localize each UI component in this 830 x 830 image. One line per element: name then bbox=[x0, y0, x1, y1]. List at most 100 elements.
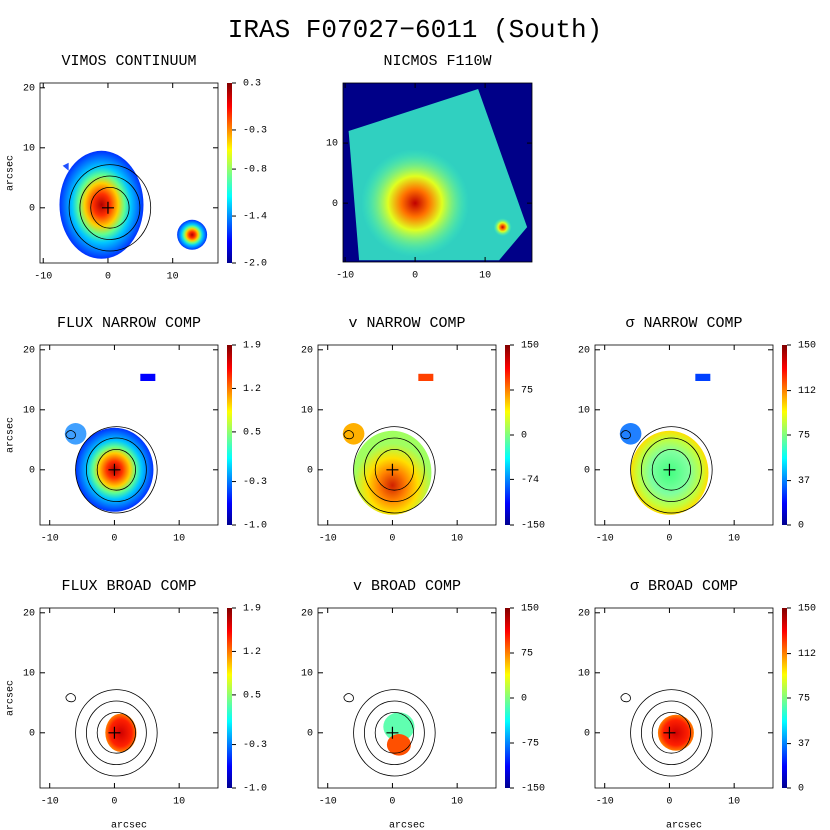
nucleus-cross bbox=[663, 463, 676, 476]
colorbar-tick-label: 75 bbox=[521, 649, 533, 660]
contour bbox=[651, 711, 691, 754]
frame bbox=[39, 82, 219, 264]
x-tick-label: 10 bbox=[728, 797, 740, 808]
contour bbox=[651, 448, 691, 491]
x-tick-label: 0 bbox=[105, 272, 111, 283]
y-tick-label: 10 bbox=[301, 668, 313, 679]
y-tick-label: 0 bbox=[584, 465, 590, 476]
colorbar bbox=[227, 608, 232, 788]
contour bbox=[343, 430, 354, 440]
frame bbox=[342, 82, 533, 263]
frame bbox=[317, 344, 497, 526]
y-axis-label: arcsec bbox=[6, 680, 17, 716]
figure-title: IRAS F07027−6011 (South) bbox=[228, 15, 602, 45]
x-tick-label: 0 bbox=[389, 534, 395, 545]
colorbar-tick-label: 0 bbox=[521, 694, 527, 705]
y-tick-label: 20 bbox=[23, 608, 35, 619]
panel: VIMOS CONTINUUM -10 0 10 0 10 20 arcsec 0.3 -0.3 -… bbox=[6, 53, 267, 283]
x-tick-label: -10 bbox=[319, 797, 337, 808]
colorbar-tick-label: -150 bbox=[521, 521, 545, 532]
y-tick-label: 0 bbox=[307, 728, 313, 739]
x-tick-label: -10 bbox=[41, 797, 59, 808]
contour bbox=[640, 437, 702, 502]
colorbar-tick-label: 37 bbox=[798, 476, 810, 487]
y-tick-label: 10 bbox=[578, 405, 590, 416]
contour bbox=[343, 693, 354, 703]
colorbar-tick-label: 112 bbox=[798, 649, 816, 660]
contour bbox=[65, 430, 76, 440]
frame bbox=[317, 607, 497, 789]
colorbar-tick-label: 112 bbox=[798, 386, 816, 397]
nucleus-cross bbox=[108, 463, 121, 476]
map bbox=[65, 689, 158, 777]
map-image bbox=[140, 373, 156, 381]
x-tick-label: 10 bbox=[167, 272, 179, 283]
y-tick-label: 0 bbox=[29, 465, 35, 476]
panel-title: v BROAD COMP bbox=[353, 578, 461, 595]
contour bbox=[353, 426, 436, 514]
contour bbox=[75, 689, 158, 777]
contour bbox=[630, 689, 713, 777]
colorbar-tick-label: 0 bbox=[798, 784, 804, 795]
colorbar-tick-label: -74 bbox=[521, 475, 539, 486]
x-tick-label: 0 bbox=[389, 797, 395, 808]
contour bbox=[68, 164, 152, 252]
contour bbox=[79, 175, 141, 240]
y-tick-label: 20 bbox=[23, 83, 35, 94]
panel: NICMOS F110W -10 0 10 0 10 bbox=[326, 53, 533, 282]
colorbar-tick-label: 150 bbox=[521, 604, 539, 615]
map bbox=[64, 373, 158, 514]
frame bbox=[39, 344, 219, 526]
contour bbox=[85, 437, 147, 502]
panel: σ NARROW COMP -10 0 10 0 10 20 150 112 75 37 0 bbox=[578, 315, 816, 545]
contour bbox=[374, 448, 414, 491]
colorbar-tick-label: 75 bbox=[798, 694, 810, 705]
map-image bbox=[418, 373, 434, 381]
x-tick-label: 10 bbox=[728, 534, 740, 545]
contour bbox=[96, 448, 136, 491]
map-image bbox=[493, 218, 512, 237]
contour bbox=[363, 700, 425, 765]
colorbar-tick-label: 1.2 bbox=[243, 647, 261, 658]
y-tick-label: 0 bbox=[584, 728, 590, 739]
contour bbox=[620, 693, 631, 703]
nucleus-cross bbox=[386, 463, 399, 476]
x-tick-label: 10 bbox=[479, 271, 491, 282]
colorbar-tick-label: 75 bbox=[521, 386, 533, 397]
y-tick-label: 0 bbox=[29, 203, 35, 214]
panel-title: σ BROAD COMP bbox=[630, 578, 738, 595]
y-tick-label: 20 bbox=[301, 345, 313, 356]
colorbar-tick-label: -75 bbox=[521, 739, 539, 750]
colorbar-tick-label: 1.2 bbox=[243, 384, 261, 395]
y-tick-label: 20 bbox=[23, 345, 35, 356]
y-tick-label: 10 bbox=[326, 139, 338, 150]
x-tick-label: 10 bbox=[173, 534, 185, 545]
y-tick-label: 10 bbox=[23, 668, 35, 679]
y-tick-label: 20 bbox=[301, 608, 313, 619]
colorbar-tick-label: 75 bbox=[798, 431, 810, 442]
x-tick-label: 0 bbox=[412, 271, 418, 282]
colorbar-tick-label: 0.5 bbox=[243, 428, 261, 439]
contour bbox=[630, 426, 713, 514]
colorbar bbox=[782, 608, 787, 788]
y-tick-label: 0 bbox=[29, 728, 35, 739]
colorbar bbox=[227, 83, 232, 263]
colorbar-tick-label: 37 bbox=[798, 739, 810, 750]
panel-title: FLUX NARROW COMP bbox=[57, 315, 201, 332]
contour bbox=[75, 426, 158, 514]
colorbar bbox=[782, 345, 787, 525]
y-tick-label: 10 bbox=[23, 143, 35, 154]
panel: v NARROW COMP -10 0 10 0 10 20 150 75 0 -74 -150 bbox=[301, 315, 545, 545]
panel: FLUX BROAD COMP -10 0 10 0 10 20 arcsec arcsec 1.… bbox=[6, 578, 267, 830]
map-image bbox=[383, 712, 415, 742]
x-tick-label: -10 bbox=[319, 534, 337, 545]
contour bbox=[640, 700, 702, 765]
x-tick-label: 0 bbox=[111, 797, 117, 808]
colorbar-tick-label: -0.8 bbox=[243, 165, 267, 176]
colorbar-tick-label: -0.3 bbox=[243, 740, 267, 751]
contour bbox=[620, 430, 631, 440]
x-tick-label: 10 bbox=[451, 797, 463, 808]
map-image bbox=[657, 714, 694, 751]
map-image bbox=[59, 150, 144, 259]
